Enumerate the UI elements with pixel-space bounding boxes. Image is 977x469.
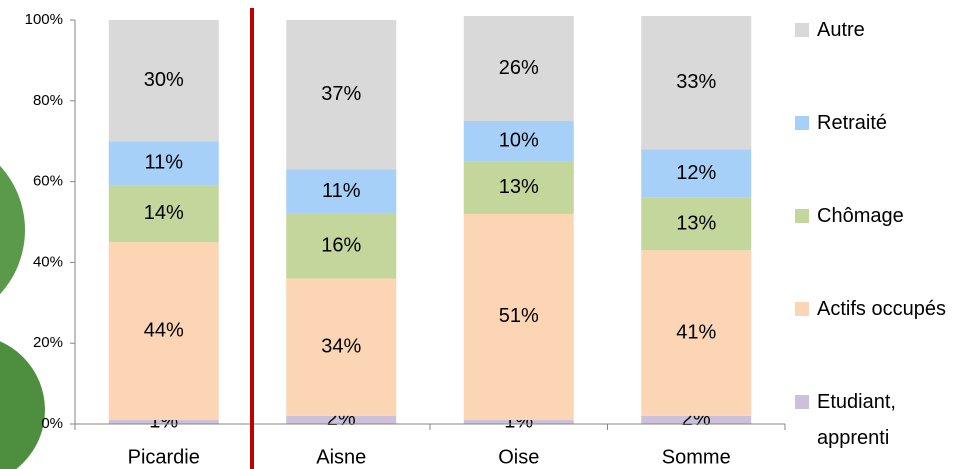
bar-segment (463, 15, 574, 122)
data-label: 33% (676, 71, 716, 93)
legend-swatch (795, 116, 809, 130)
x-tick-label: Somme (662, 446, 731, 468)
data-label: 12% (676, 162, 716, 184)
data-label: 11% (322, 180, 361, 202)
data-label: 13% (499, 176, 539, 198)
legend-swatch (795, 395, 809, 409)
bar-segment (108, 20, 219, 142)
legend-item: Autre (795, 12, 975, 48)
bar-segment (463, 213, 574, 420)
data-label: 44% (144, 319, 184, 341)
decoration (0, 165, 25, 295)
x-tick-label: Oise (498, 446, 539, 468)
data-label: 16% (321, 235, 361, 257)
legend-swatch (795, 209, 809, 223)
x-tick-label: Aisne (316, 446, 366, 468)
data-label: 41% (676, 321, 716, 343)
bar-segment (286, 415, 397, 424)
legend-item: Actifs occupés (795, 291, 975, 327)
data-label: 13% (676, 212, 716, 234)
y-tick-label: 0% (41, 415, 63, 432)
decoration (0, 341, 45, 469)
y-tick-label: 60% (33, 173, 63, 190)
bar-segment (286, 213, 397, 279)
bar-segment (108, 242, 219, 420)
bar-segment (108, 141, 219, 186)
bar-segment (108, 419, 219, 424)
bar-segment (108, 185, 219, 243)
legend-item: Chômage (795, 198, 975, 234)
legend-label: Actifs occupés (817, 298, 946, 320)
legend-item: Retraité (795, 105, 975, 141)
bar-segment (641, 250, 752, 416)
bar-segment (641, 15, 752, 150)
legend-item: Etudiant, apprenti (795, 384, 975, 456)
data-label: 26% (499, 57, 539, 79)
y-tick-label: 100% (25, 11, 63, 28)
bar-segment (463, 121, 574, 162)
data-label: 51% (499, 305, 539, 327)
legend-swatch (795, 302, 809, 316)
legend-label: Retraité (817, 112, 888, 134)
legend-label: Chômage (817, 205, 904, 227)
bar-segment (286, 20, 397, 170)
bar-segment (463, 161, 574, 214)
x-tick-label: Picardie (128, 446, 200, 468)
y-tick-label: 20% (33, 334, 63, 351)
data-label: 11% (144, 152, 183, 174)
data-label: 10% (499, 129, 539, 151)
y-tick-label: 80% (33, 92, 63, 109)
bar-segment (641, 197, 752, 251)
data-label: 14% (144, 202, 184, 224)
y-tick-label: 40% (33, 253, 63, 270)
legend-label: Autre (817, 19, 865, 41)
data-label: 37% (321, 83, 361, 105)
legend-swatch (795, 23, 809, 37)
bar-segment (463, 419, 574, 424)
bar-segment (641, 415, 752, 424)
data-label: 34% (321, 336, 361, 358)
bar-segment (286, 169, 397, 214)
bar-segment (286, 278, 397, 416)
bar-segment (641, 149, 752, 198)
legend-label: Etudiant, apprenti (817, 391, 896, 449)
data-label: 30% (144, 69, 184, 91)
